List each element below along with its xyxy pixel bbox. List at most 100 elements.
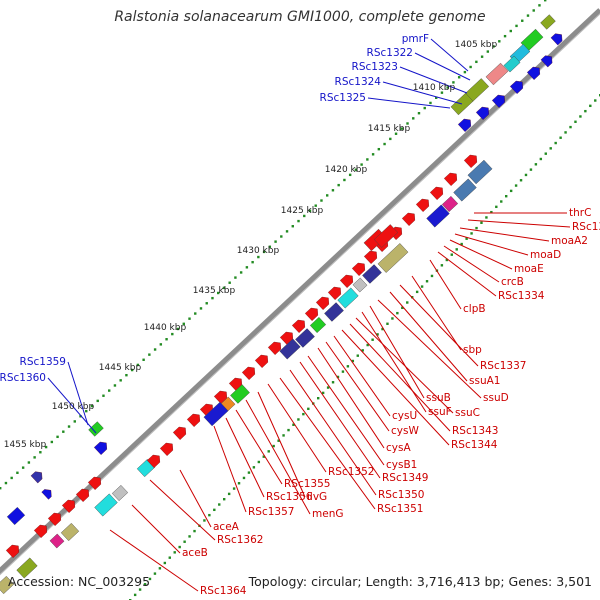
gene-label-reverse[interactable]: RSc1364 [200, 585, 247, 597]
gene-label-reverse[interactable]: clpB [463, 303, 486, 315]
gene-label-reverse[interactable]: cysU [392, 410, 417, 422]
gene-label-reverse[interactable]: cysA [386, 442, 411, 454]
tick-dot [159, 343, 163, 346]
tick-dot [307, 407, 310, 411]
tick-dot [455, 248, 458, 251]
gene-label-reverse[interactable]: RSc1351 [377, 503, 423, 515]
gene-label-forward[interactable]: RSc1324 [335, 76, 382, 88]
backbone-shadow [0, 13, 600, 576]
gene-label-reverse[interactable]: RSc1355 [284, 478, 330, 490]
gene-label-reverse[interactable]: menG [312, 508, 343, 520]
gene-label-reverse[interactable]: crcB [501, 276, 524, 288]
gene-label-reverse[interactable]: ssuB [426, 392, 451, 404]
tick-dot [50, 440, 54, 444]
gene-label-reverse[interactable]: RSc1344 [451, 439, 498, 451]
gene-label-forward[interactable]: RSc1323 [352, 61, 398, 73]
tick-dot [282, 434, 285, 437]
connector-line [333, 335, 391, 417]
tick-dot [291, 225, 294, 228]
connector-line [361, 311, 427, 413]
gene-label-reverse[interactable]: RSc1337 [480, 360, 526, 372]
tick-dot [183, 540, 186, 543]
tick-dot [302, 412, 305, 416]
tick-dot [326, 194, 329, 197]
tick-dot [463, 70, 467, 74]
reverse-feature [230, 384, 250, 404]
reverse-arrow [186, 413, 201, 427]
tick-dot [376, 333, 379, 336]
gene-label-reverse[interactable]: ssuD [483, 392, 509, 404]
gene-label-reverse[interactable]: moaA2 [551, 235, 588, 247]
reverse-arrow [75, 488, 90, 502]
tick-dot [391, 317, 394, 320]
gene-label-reverse[interactable]: moaD [530, 249, 561, 261]
gene-label-reverse[interactable]: ssuA1 [469, 375, 500, 387]
gene-label-reverse[interactable]: moaE [514, 263, 544, 275]
gene-label-reverse[interactable]: cysB1 [386, 459, 417, 471]
tick-dot [341, 370, 345, 373]
tick-dot [354, 168, 358, 171]
reverse-arrow [363, 250, 378, 264]
gene-label-forward[interactable]: RSc1322 [367, 47, 413, 59]
tick-dot [337, 183, 340, 187]
gene-label-reverse[interactable]: aceB [182, 547, 208, 559]
tick-dot [383, 142, 386, 146]
tick-dot [188, 317, 191, 320]
gene-label-forward[interactable]: pmrF [402, 33, 429, 45]
tick-dot [498, 40, 501, 43]
gene-label-reverse[interactable]: RSc1334 [498, 290, 545, 302]
gene-label-reverse[interactable]: ssuC [455, 407, 480, 419]
reverse-arrow [304, 307, 319, 321]
map-title: Ralstonia solanacearum GMI1000, complete… [114, 9, 486, 25]
tick-dot [287, 428, 290, 432]
reverse-feature [441, 195, 459, 213]
gene-label-reverse[interactable]: ssuF [428, 406, 452, 418]
tick-dot [194, 312, 197, 315]
forward-feature [88, 421, 104, 437]
tick-dot [218, 503, 221, 506]
tick-dot [262, 250, 266, 254]
gene-label-reverse[interactable]: RSc1352 [328, 466, 374, 478]
gene-label-reverse[interactable]: cysW [391, 425, 419, 437]
tick-dot [223, 498, 226, 501]
connector-line [47, 377, 97, 434]
connector-line [299, 361, 381, 479]
gene-label-forward[interactable]: RSc1359 [20, 356, 66, 368]
reverse-arrow [33, 524, 48, 538]
reverse-feature [453, 178, 477, 202]
gene-label-reverse[interactable]: RSc1343 [452, 425, 498, 437]
tick-dot [485, 216, 488, 219]
gene-label-reverse[interactable]: RSc1329 [572, 221, 600, 233]
tick-dot [526, 14, 530, 17]
tick-dot [331, 189, 335, 192]
gene-label-forward[interactable]: RSc1360 [0, 372, 46, 384]
tick-dot [193, 529, 196, 533]
tick-dot [348, 173, 352, 177]
tick-dot [163, 561, 167, 565]
tick-dot [544, 0, 547, 2]
gene-label-reverse[interactable]: sbp [463, 344, 482, 356]
gene-label-reverse[interactable]: ilvG [307, 491, 327, 503]
gene-label-reverse[interactable]: RSc1350 [378, 489, 424, 501]
reverse-feature [309, 316, 327, 334]
tick-dot [361, 349, 364, 352]
gene-label-reverse[interactable]: thrC [569, 207, 591, 219]
tick-dot [492, 45, 495, 48]
connector-line [149, 479, 216, 541]
tick-dot [336, 375, 340, 379]
reverse-arrow [146, 454, 161, 468]
tick-dot [360, 163, 363, 166]
tick-dot [247, 471, 251, 474]
tick-dot [584, 109, 587, 113]
gene-label-reverse[interactable]: RSc1349 [382, 472, 428, 484]
gene-label-reverse[interactable]: RSc1362 [217, 534, 263, 546]
gene-label-reverse[interactable]: RSc1357 [248, 506, 294, 518]
gene-label-reverse[interactable]: aceA [213, 521, 240, 533]
tick-dot [420, 285, 424, 288]
tick-dot [475, 60, 478, 64]
gene-label-reverse[interactable]: RSc1356 [266, 491, 313, 503]
tick-dot [102, 394, 105, 397]
tick-dot [589, 104, 592, 108]
gene-label-forward[interactable]: RSc1325 [320, 92, 366, 104]
